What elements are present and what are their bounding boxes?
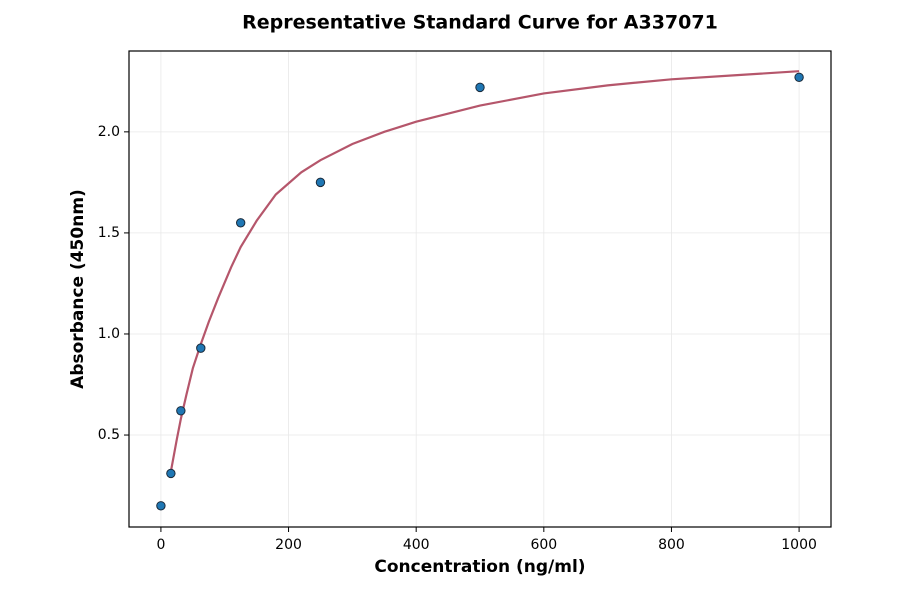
y-tick-label: 2.0: [98, 124, 120, 140]
fit-curve: [169, 70, 800, 472]
x-tick-label: 800: [658, 537, 685, 553]
data-point: [196, 343, 206, 353]
x-tick-label: 200: [275, 537, 302, 553]
x-axis-label: Concentration (ng/ml): [374, 557, 585, 577]
data-point: [176, 406, 186, 416]
y-tick-label: 1.5: [98, 225, 120, 241]
x-tick-label: 600: [530, 537, 557, 553]
plot-frame: [128, 50, 832, 528]
x-tick-label: 1000: [781, 537, 817, 553]
data-point: [156, 501, 166, 511]
x-tick-label: 400: [403, 537, 430, 553]
data-point: [166, 468, 176, 479]
y-axis-label: Absorbance (450nm): [68, 189, 88, 389]
data-point: [315, 177, 326, 188]
data-point: [235, 218, 246, 228]
chart-title: Representative Standard Curve for A33707…: [242, 12, 718, 34]
data-point: [475, 82, 485, 93]
x-tick-label: 0: [156, 537, 165, 553]
y-tick-label: 1.0: [98, 326, 120, 342]
y-tick-label: 0.5: [98, 427, 120, 443]
data-point: [794, 72, 804, 82]
